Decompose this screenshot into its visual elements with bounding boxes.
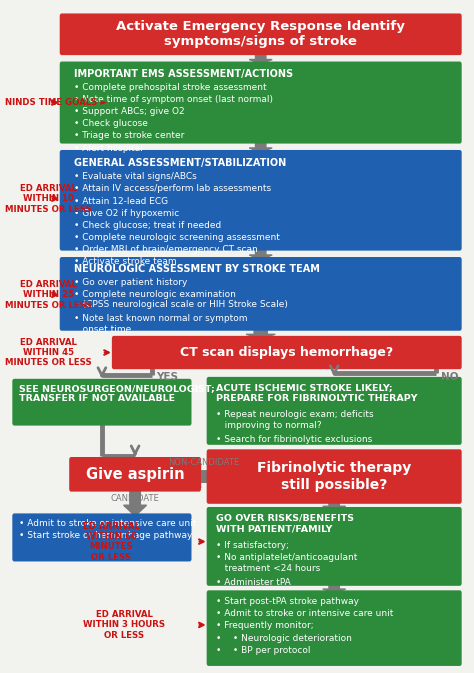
Text: • Frequently monitor;: • Frequently monitor; xyxy=(216,621,314,631)
Text: ED ARRIVAL
WITHIN 10
MINUTES OR LESS: ED ARRIVAL WITHIN 10 MINUTES OR LESS xyxy=(5,184,91,213)
FancyArrow shape xyxy=(249,52,272,64)
FancyBboxPatch shape xyxy=(12,379,191,425)
Text: • Note time of symptom onset (last normal): • Note time of symptom onset (last norma… xyxy=(73,95,273,104)
FancyArrow shape xyxy=(323,583,346,593)
Text: • Check glucose; treat if needed: • Check glucose; treat if needed xyxy=(73,221,221,230)
FancyBboxPatch shape xyxy=(207,507,462,586)
FancyArrow shape xyxy=(323,380,346,442)
Text: • No antiplatelet/anticoagulant
   treatment <24 hours: • No antiplatelet/anticoagulant treatmen… xyxy=(216,553,357,573)
Text: ED ARRIVAL
WITHIN 60
MINUTES
OR LESS: ED ARRIVAL WITHIN 60 MINUTES OR LESS xyxy=(83,522,140,562)
Text: • Triage to stroke center: • Triage to stroke center xyxy=(73,131,184,141)
Text: • Complete neurologic examination
   (CPSS neurological scale or HIH Stroke Scal: • Complete neurologic examination (CPSS … xyxy=(73,290,287,309)
Text: ED ARRIVAL
WITHIN 25
MINUTES OR LESS: ED ARRIVAL WITHIN 25 MINUTES OR LESS xyxy=(5,280,91,310)
FancyBboxPatch shape xyxy=(69,457,201,491)
Text: •    • BP per protocol: • • BP per protocol xyxy=(216,646,310,655)
Text: GO OVER RISKS/BENEFITS
WITH PATIENT/FAMILY: GO OVER RISKS/BENEFITS WITH PATIENT/FAMI… xyxy=(216,514,354,534)
Text: IMPORTANT EMS ASSESSMENT/ACTIONS: IMPORTANT EMS ASSESSMENT/ACTIONS xyxy=(73,69,292,79)
Text: • Complete neurologic screening assessment: • Complete neurologic screening assessme… xyxy=(73,233,280,242)
Text: Fibrinolytic therapy
still possible?: Fibrinolytic therapy still possible? xyxy=(257,462,411,492)
FancyArrow shape xyxy=(246,328,275,339)
Text: • Activate stroke team: • Activate stroke team xyxy=(73,258,176,267)
Text: NINDS TIME GOALS ►: NINDS TIME GOALS ► xyxy=(5,98,107,107)
Text: SEE NEUROSURGEON/NEUROLOGIST;
TRANSFER IF NOT AVAILABLE: SEE NEUROSURGEON/NEUROLOGIST; TRANSFER I… xyxy=(19,384,215,403)
Text: • Start stroke or hemorrhage pathway: • Start stroke or hemorrhage pathway xyxy=(19,531,193,540)
Text: Activate Emergency Response Identify
symptoms/signs of stroke: Activate Emergency Response Identify sym… xyxy=(116,20,405,48)
FancyArrow shape xyxy=(124,489,146,516)
Text: • Attain IV access/perform lab assessments: • Attain IV access/perform lab assessmen… xyxy=(73,184,271,193)
Text: • Admit to stroke or intensive care unit: • Admit to stroke or intensive care unit xyxy=(216,609,393,618)
Text: CANDIDATE: CANDIDATE xyxy=(111,494,159,503)
FancyArrow shape xyxy=(199,465,209,488)
Text: • Search for fibrinolytic exclusions: • Search for fibrinolytic exclusions xyxy=(216,435,373,444)
Text: • Check glucose: • Check glucose xyxy=(73,119,147,128)
FancyArrow shape xyxy=(323,501,346,509)
Text: • Order MRI of brain/emergency CT scan: • Order MRI of brain/emergency CT scan xyxy=(73,245,257,254)
Text: • Alert hospital: • Alert hospital xyxy=(73,143,143,153)
FancyBboxPatch shape xyxy=(12,513,191,561)
Text: • Support ABCs; give O2: • Support ABCs; give O2 xyxy=(73,107,184,116)
Text: • Complete prehospital stroke assessment: • Complete prehospital stroke assessment xyxy=(73,83,266,92)
FancyBboxPatch shape xyxy=(207,377,462,445)
Text: NO: NO xyxy=(441,371,458,382)
FancyBboxPatch shape xyxy=(60,150,462,250)
Text: ED ARRIVAL
WITHIN 45
MINUTES OR LESS: ED ARRIVAL WITHIN 45 MINUTES OR LESS xyxy=(5,338,91,367)
Text: • Give O2 if hypoxemic: • Give O2 if hypoxemic xyxy=(73,209,179,218)
Text: • Repeat neurologic exam; deficits
   improving to normal?: • Repeat neurologic exam; deficits impro… xyxy=(216,411,374,429)
Text: •    • Neurologic deterioration: • • Neurologic deterioration xyxy=(216,634,352,643)
FancyBboxPatch shape xyxy=(207,590,462,666)
Text: • Start post-tPA stroke pathway: • Start post-tPA stroke pathway xyxy=(216,597,359,606)
Text: NON-CANDIDATE: NON-CANDIDATE xyxy=(168,458,239,467)
FancyBboxPatch shape xyxy=(112,336,462,369)
Text: • If satisfactory;: • If satisfactory; xyxy=(216,541,289,550)
Text: ACUTE ISCHEMIC STROKE LIKELY;
PREPARE FOR FIBRINOLYTIC THERAPY: ACUTE ISCHEMIC STROKE LIKELY; PREPARE FO… xyxy=(216,383,418,402)
Text: • Administer tPA: • Administer tPA xyxy=(216,577,291,587)
FancyBboxPatch shape xyxy=(60,13,462,55)
Text: GENERAL ASSESSMENT/STABILIZATION: GENERAL ASSESSMENT/STABILIZATION xyxy=(73,158,286,168)
Text: • Attain 12-lead ECG: • Attain 12-lead ECG xyxy=(73,197,168,205)
Text: CT scan displays hemorrhage?: CT scan displays hemorrhage? xyxy=(180,346,393,359)
Text: YES: YES xyxy=(156,371,178,382)
Text: Give aspirin: Give aspirin xyxy=(86,467,184,482)
Text: • Note last known normal or symptom
   onset time: • Note last known normal or symptom onse… xyxy=(73,314,247,334)
Text: • Admit to stroke or intensive care unit: • Admit to stroke or intensive care unit xyxy=(19,518,197,528)
Text: • Evaluate vital signs/ABCs: • Evaluate vital signs/ABCs xyxy=(73,172,196,181)
Text: ED ARRIVAL
WITHIN 3 HOURS
OR LESS: ED ARRIVAL WITHIN 3 HOURS OR LESS xyxy=(83,610,165,640)
Text: NEUROLOGIC ASSESSMENT BY STROKE TEAM: NEUROLOGIC ASSESSMENT BY STROKE TEAM xyxy=(73,264,319,274)
FancyArrow shape xyxy=(249,248,272,260)
Text: • Go over patient history: • Go over patient history xyxy=(73,277,187,287)
FancyBboxPatch shape xyxy=(207,450,462,504)
FancyBboxPatch shape xyxy=(60,61,462,143)
FancyBboxPatch shape xyxy=(60,257,462,330)
FancyArrow shape xyxy=(249,141,272,153)
